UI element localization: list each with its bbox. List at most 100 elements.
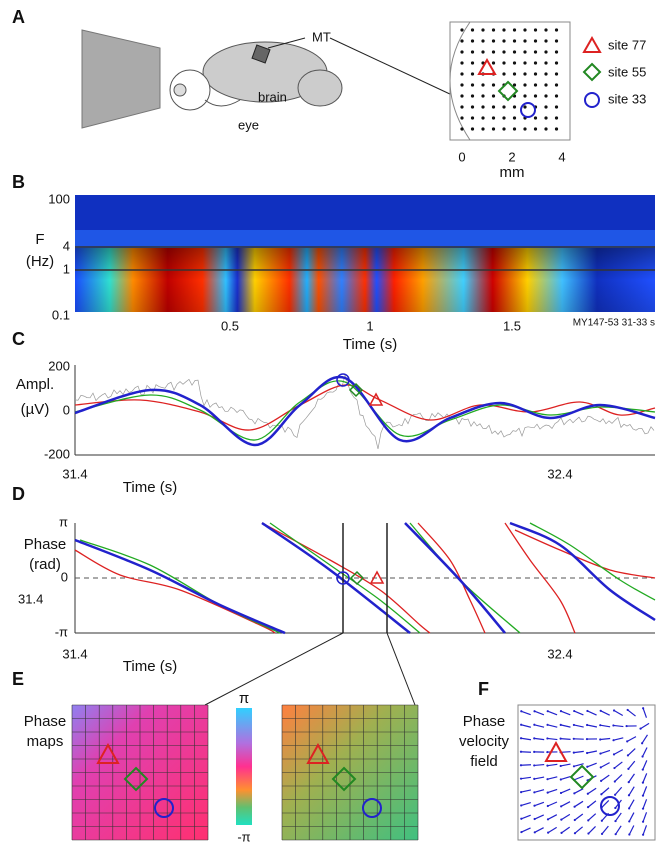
- cerebellum: [297, 69, 343, 107]
- vector: [573, 724, 584, 728]
- electrode: [502, 61, 506, 65]
- vector: [642, 708, 648, 718]
- vector: [560, 763, 571, 767]
- electrode: [533, 72, 538, 76]
- vector-head: [599, 709, 602, 712]
- vector-head: [572, 765, 576, 768]
- vector-head: [614, 819, 617, 823]
- vector: [587, 762, 597, 768]
- electrode: [481, 127, 485, 131]
- vector: [587, 787, 597, 795]
- vector-head: [614, 806, 617, 810]
- electrode: [470, 72, 475, 76]
- vector: [628, 825, 635, 835]
- vector-head: [560, 818, 563, 821]
- vector: [601, 800, 610, 808]
- vector-head: [572, 737, 575, 740]
- electrode: [481, 39, 485, 43]
- electrode: [460, 28, 464, 32]
- electrode: [502, 39, 506, 43]
- electrode: [460, 94, 464, 98]
- electrode: [533, 83, 538, 87]
- vector: [547, 814, 558, 820]
- phase-trace: [261, 521, 411, 634]
- electrode: [544, 94, 548, 98]
- electrode: [491, 39, 496, 43]
- tick-label: -200: [44, 446, 70, 461]
- vector: [520, 789, 532, 793]
- vector: [547, 788, 558, 794]
- tick-label: 31.4: [18, 591, 43, 606]
- colorbar-label: -π: [237, 829, 250, 844]
- panel-label: E: [12, 669, 24, 689]
- tick-label: 100: [48, 191, 70, 206]
- tick-label: π: [59, 514, 68, 529]
- vector-head: [546, 778, 549, 781]
- vector-head: [520, 817, 523, 820]
- vector: [521, 724, 531, 728]
- vector-head: [600, 832, 604, 835]
- electrode: [502, 28, 506, 32]
- eye-label: eye: [238, 117, 259, 132]
- electrode: [554, 116, 559, 120]
- tick-label: 200: [48, 358, 70, 373]
- vector-head: [639, 727, 642, 730]
- legend-marker: [584, 92, 600, 108]
- vector-head: [586, 751, 589, 755]
- array-edge: [449, 21, 471, 141]
- area-label: MT: [312, 29, 331, 44]
- vector-head: [559, 737, 562, 740]
- electrode: [533, 28, 538, 32]
- electrode: [491, 83, 496, 87]
- vector: [573, 750, 584, 754]
- vector-head: [641, 781, 645, 784]
- axis-label: F: [35, 231, 44, 248]
- vector: [534, 827, 544, 833]
- electrode: [554, 61, 559, 65]
- vector-head: [586, 709, 589, 713]
- electrode: [523, 72, 527, 76]
- vector-head: [547, 831, 550, 834]
- electrode: [544, 72, 548, 76]
- site-marker: [520, 102, 536, 118]
- vector: [615, 825, 622, 835]
- vector: [534, 710, 545, 716]
- vector: [628, 786, 635, 796]
- filtered-trace: [74, 375, 656, 447]
- vector-head: [533, 831, 536, 834]
- electrode: [470, 83, 475, 87]
- vector-head: [533, 804, 536, 807]
- vector-head: [559, 723, 562, 726]
- vector: [534, 801, 545, 807]
- electrode: [523, 105, 527, 109]
- vector-head: [613, 780, 616, 783]
- vector-head: [614, 793, 617, 796]
- vector-head: [627, 781, 630, 784]
- vector-head: [520, 804, 523, 807]
- vector-head: [573, 805, 576, 808]
- vector-field-box: [517, 704, 656, 841]
- axis-label: (rad): [29, 556, 61, 573]
- electrode: [554, 39, 559, 43]
- vector-head: [641, 755, 644, 758]
- legend-label: site 33: [608, 91, 646, 106]
- electrode: [523, 28, 527, 32]
- site-marker: [96, 742, 120, 764]
- electrode: [554, 28, 559, 32]
- vector: [561, 826, 571, 834]
- vector: [615, 812, 622, 822]
- vector: [600, 774, 610, 782]
- electrode: [491, 61, 496, 65]
- vector-head: [587, 819, 590, 822]
- electrode: [554, 105, 559, 109]
- vector-head: [641, 742, 644, 745]
- pupil: [173, 83, 187, 97]
- tick-label: 0: [63, 402, 70, 417]
- electrode: [460, 116, 464, 120]
- vector: [587, 800, 597, 808]
- vector-head: [533, 750, 536, 754]
- site-marker: [362, 798, 382, 818]
- electrode: [470, 127, 475, 131]
- electrode: [502, 72, 506, 76]
- vector: [586, 724, 598, 728]
